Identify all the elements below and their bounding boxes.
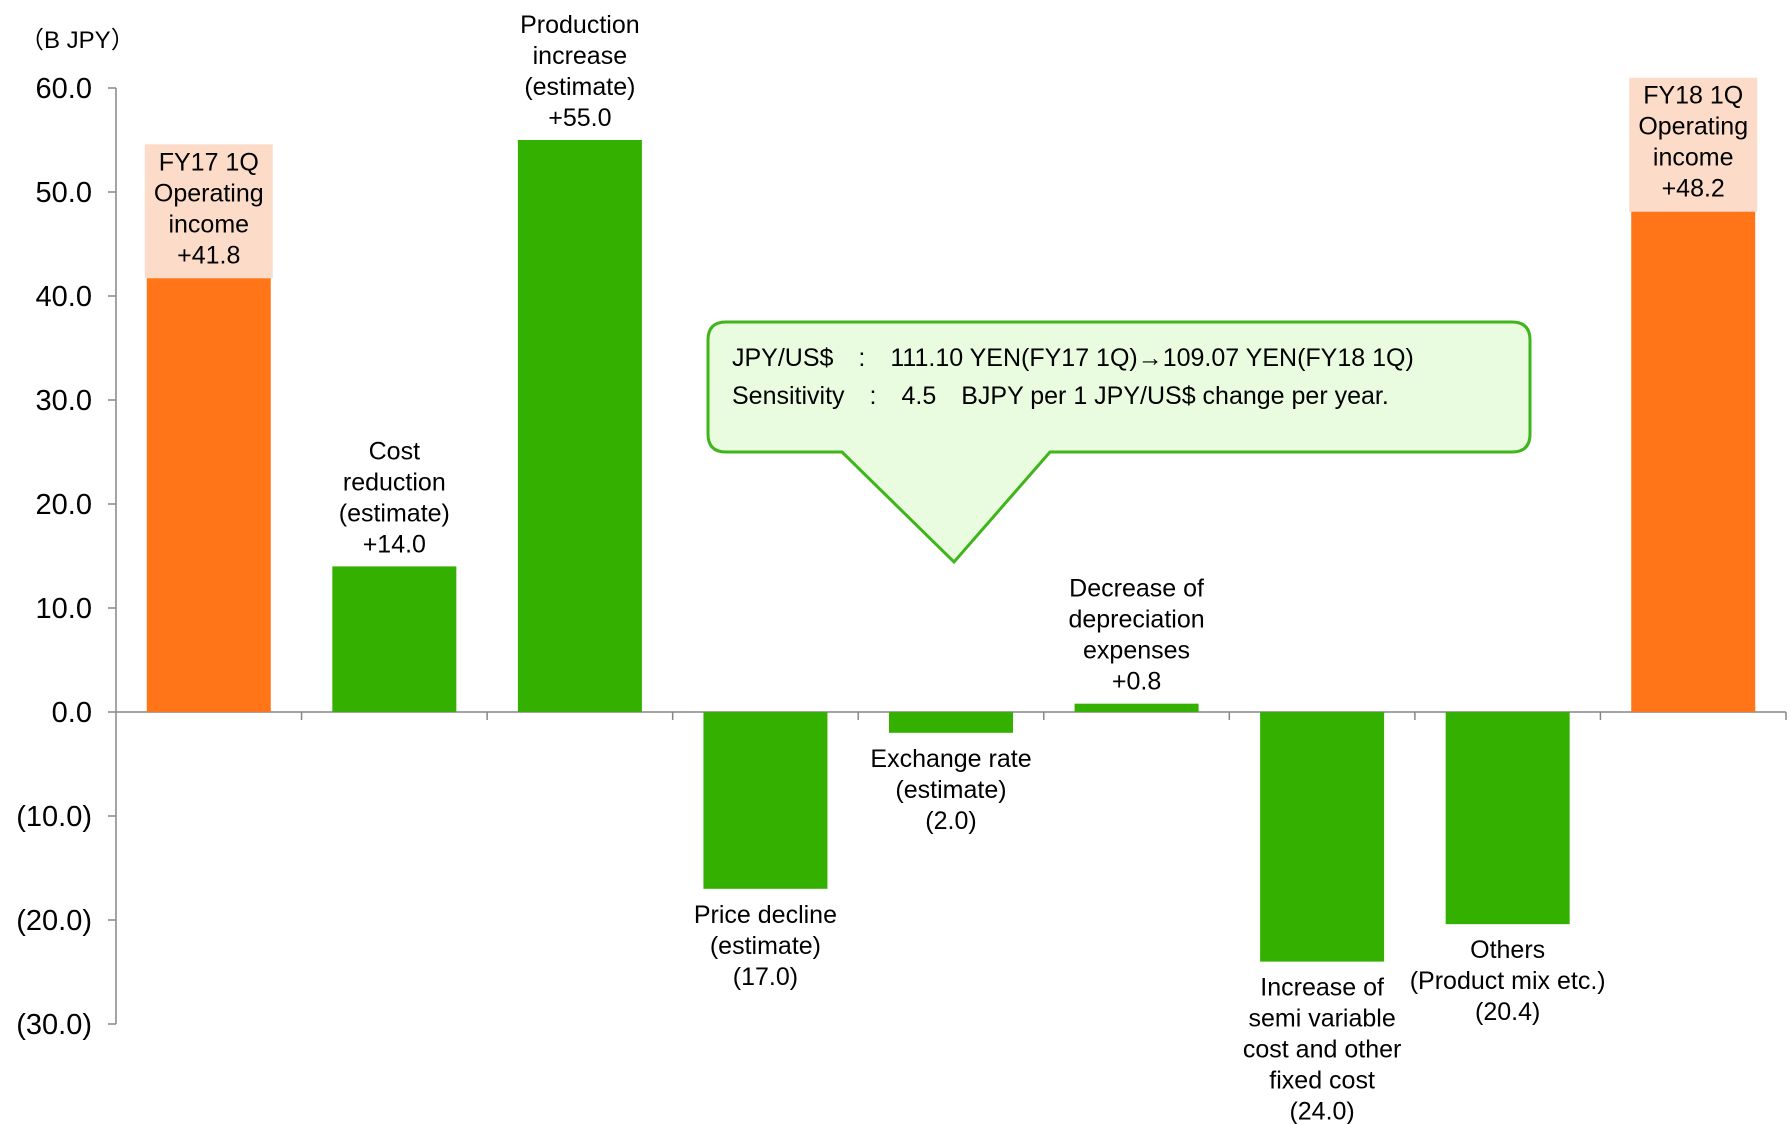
bar-label: increase xyxy=(533,42,628,70)
bar-label: (estimate) xyxy=(895,776,1006,804)
bar-label: +14.0 xyxy=(363,530,426,558)
bar-label: (20.4) xyxy=(1475,998,1540,1026)
bar-label: income xyxy=(1653,144,1734,172)
bar-label: (estimate) xyxy=(710,932,821,960)
bar xyxy=(1074,703,1199,712)
bar-label: Cost xyxy=(369,437,420,465)
total-label-box xyxy=(1629,77,1758,212)
bar xyxy=(889,712,1013,733)
bar xyxy=(1631,210,1756,712)
bar-label: reduction xyxy=(343,468,446,496)
bar-label: (2.0) xyxy=(925,807,976,835)
bar-label: +0.8 xyxy=(1112,668,1161,696)
bar-label: Others xyxy=(1470,936,1545,964)
unit-label: （B JPY） xyxy=(20,27,135,54)
y-tick-label: 50.0 xyxy=(36,177,92,209)
bar-label: (17.0) xyxy=(733,963,798,991)
bar-label: +55.0 xyxy=(548,104,611,132)
bar-label: cost and other xyxy=(1243,1036,1401,1064)
bar-label: (estimate) xyxy=(524,73,635,101)
bar-label: FY17 1Q xyxy=(159,148,259,176)
callout-line: Sensitivity : 4.5 BJPY per 1 JPY/US$ cha… xyxy=(732,382,1389,410)
bar-label: Operating xyxy=(1638,113,1748,141)
y-tick-label: (30.0) xyxy=(16,1009,92,1041)
exchange-rate-callout xyxy=(706,320,1532,565)
bar-label: depreciation xyxy=(1068,606,1204,634)
bar-label: +41.8 xyxy=(177,241,240,269)
bar-label: Price decline xyxy=(694,901,837,929)
y-tick-label: (10.0) xyxy=(16,801,92,833)
y-tick-label: 40.0 xyxy=(36,281,92,313)
bar xyxy=(1445,712,1570,925)
bar-label: Increase of xyxy=(1260,974,1384,1002)
bar-label: semi variable xyxy=(1248,1005,1395,1033)
bar xyxy=(146,277,271,712)
bar-label: (24.0) xyxy=(1289,1098,1354,1124)
bar-label: Operating xyxy=(154,179,264,207)
y-tick-label: 60.0 xyxy=(36,73,92,105)
bar-label: Decrease of xyxy=(1069,575,1204,603)
y-tick-label: 20.0 xyxy=(36,489,92,521)
bar-label: (estimate) xyxy=(339,499,450,527)
total-label-box xyxy=(144,144,273,279)
bar-label: Production xyxy=(520,11,640,39)
callout-line: JPY/US$ : 111.10 YEN(FY17 1Q)→109.07 YEN… xyxy=(732,344,1414,372)
y-tick-label: (20.0) xyxy=(16,905,92,937)
bar xyxy=(332,566,457,712)
bar-label: fixed cost xyxy=(1269,1067,1375,1095)
bar-label: Exchange rate xyxy=(870,745,1031,773)
y-tick-label: 10.0 xyxy=(36,593,92,625)
bar-label: +48.2 xyxy=(1662,175,1725,203)
bar-label: (Product mix etc.) xyxy=(1410,967,1606,995)
bar xyxy=(517,140,642,712)
bar-label: FY18 1Q xyxy=(1643,82,1743,110)
bar xyxy=(703,712,828,889)
y-tick-label: 30.0 xyxy=(36,385,92,417)
bar-label: expenses xyxy=(1083,637,1190,665)
y-tick-label: 0.0 xyxy=(52,697,92,729)
bar xyxy=(1260,712,1385,962)
bar-label: income xyxy=(168,210,249,238)
